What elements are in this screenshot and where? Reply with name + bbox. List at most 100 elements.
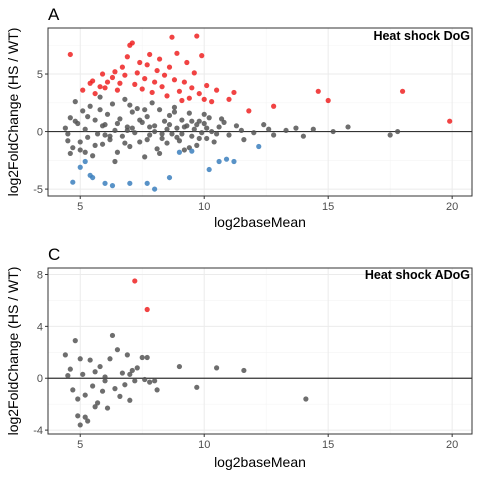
data-point-up	[204, 82, 210, 89]
data-point-not-significant	[82, 149, 88, 155]
x-tick-label: 20	[446, 439, 458, 451]
data-point-not-significant	[122, 140, 128, 146]
data-point-not-significant	[214, 131, 220, 137]
data-point-not-significant	[119, 133, 125, 139]
data-point-up	[174, 50, 180, 56]
data-point-not-significant	[127, 102, 133, 108]
data-point-not-significant	[303, 396, 309, 402]
data-point-up	[164, 93, 170, 99]
data-point-not-significant	[62, 125, 68, 131]
panel-a-x-ticks: 5 10 15 20	[77, 196, 458, 213]
data-point-not-significant	[214, 365, 220, 371]
panel-a-title: Heat shock DoG	[373, 29, 470, 43]
data-point-up	[184, 59, 190, 66]
data-point-not-significant	[142, 154, 148, 160]
data-point-up	[166, 64, 173, 70]
data-point-down	[216, 158, 222, 165]
data-point-up	[209, 99, 215, 105]
data-point-not-significant	[87, 357, 93, 363]
panel-a-y-ticks: -5 0 5	[33, 69, 48, 196]
data-point-not-significant	[104, 111, 111, 117]
data-point-not-significant	[107, 356, 113, 362]
data-point-not-significant	[124, 127, 130, 134]
data-point-down	[231, 158, 237, 165]
data-point-up	[176, 88, 183, 94]
data-point-not-significant	[194, 384, 200, 390]
data-point-not-significant	[152, 128, 158, 135]
data-point-up	[149, 89, 155, 96]
data-point-up	[325, 97, 331, 104]
panel-c-label: C	[48, 245, 60, 264]
data-point-not-significant	[90, 153, 96, 159]
data-point-not-significant	[85, 418, 91, 424]
data-point-up	[112, 69, 118, 75]
data-point-not-significant	[122, 96, 128, 102]
data-point-not-significant	[186, 110, 192, 116]
panel-c-title: Heat shock ADoG	[365, 268, 470, 282]
data-point-not-significant	[80, 371, 86, 377]
data-point-not-significant	[94, 131, 101, 137]
data-point-not-significant	[97, 94, 103, 100]
data-point-down	[144, 180, 150, 186]
data-point-down	[90, 174, 96, 181]
data-point-not-significant	[189, 133, 195, 139]
panel-a-plot-border	[47, 27, 473, 197]
data-point-not-significant	[174, 125, 180, 131]
panel-a-y-axis-title: log2FoldChange (HS / WT)	[5, 28, 21, 197]
data-point-up	[214, 87, 220, 93]
data-point-not-significant	[293, 125, 299, 131]
data-point-not-significant	[70, 145, 76, 151]
panel-c-x-axis-title: log2baseMean	[214, 454, 306, 470]
data-point-not-significant	[300, 133, 306, 139]
panel-a-plot-background	[48, 28, 472, 196]
data-point-down	[223, 156, 230, 162]
panel-c: C Heat shock ADoG 5 10 15 20 -4 0 4 8 log2base…	[5, 245, 473, 470]
data-point-not-significant	[164, 126, 170, 132]
data-point-not-significant	[179, 117, 185, 123]
data-point-not-significant	[216, 124, 222, 130]
data-point-not-significant	[310, 126, 316, 132]
data-point-not-significant	[171, 104, 178, 110]
data-point-not-significant	[204, 125, 210, 131]
data-point-not-significant	[206, 115, 212, 121]
data-point-up	[191, 70, 197, 76]
data-point-not-significant	[62, 352, 68, 358]
data-point-not-significant	[261, 122, 267, 128]
data-point-not-significant	[144, 137, 150, 143]
data-point-not-significant	[129, 125, 135, 131]
data-point-down	[176, 149, 183, 155]
data-point-not-significant	[233, 123, 240, 129]
x-tick-label: 5	[77, 201, 83, 213]
data-point-not-significant	[102, 378, 108, 384]
data-point-up	[156, 56, 163, 62]
data-point-not-significant	[92, 369, 98, 375]
data-point-not-significant	[107, 133, 113, 139]
data-point-not-significant	[176, 363, 183, 370]
data-point-up	[315, 88, 321, 94]
data-point-down	[127, 180, 133, 186]
data-point-up	[181, 79, 187, 85]
data-point-not-significant	[82, 392, 88, 398]
data-point-not-significant	[122, 382, 128, 388]
data-point-not-significant	[102, 374, 108, 380]
data-point-up	[117, 80, 123, 86]
data-point-not-significant	[181, 124, 187, 130]
x-tick-label: 15	[322, 439, 334, 451]
data-point-up	[139, 86, 145, 92]
data-point-not-significant	[395, 128, 401, 135]
data-point-not-significant	[266, 126, 272, 132]
data-point-not-significant	[152, 378, 158, 384]
panel-c-plot-border	[47, 267, 473, 435]
data-point-up	[132, 278, 138, 284]
data-point-up	[271, 103, 277, 109]
data-point-not-significant	[112, 158, 118, 165]
data-point-not-significant	[87, 103, 93, 109]
data-point-down	[206, 166, 212, 173]
x-tick-label: 20	[446, 201, 458, 213]
data-point-not-significant	[99, 388, 106, 394]
x-tick-label: 5	[77, 439, 83, 451]
x-tick-label: 10	[198, 439, 210, 451]
panel-c-x-ticks: 5 10 15 20	[77, 434, 458, 451]
data-point-not-significant	[102, 132, 108, 138]
